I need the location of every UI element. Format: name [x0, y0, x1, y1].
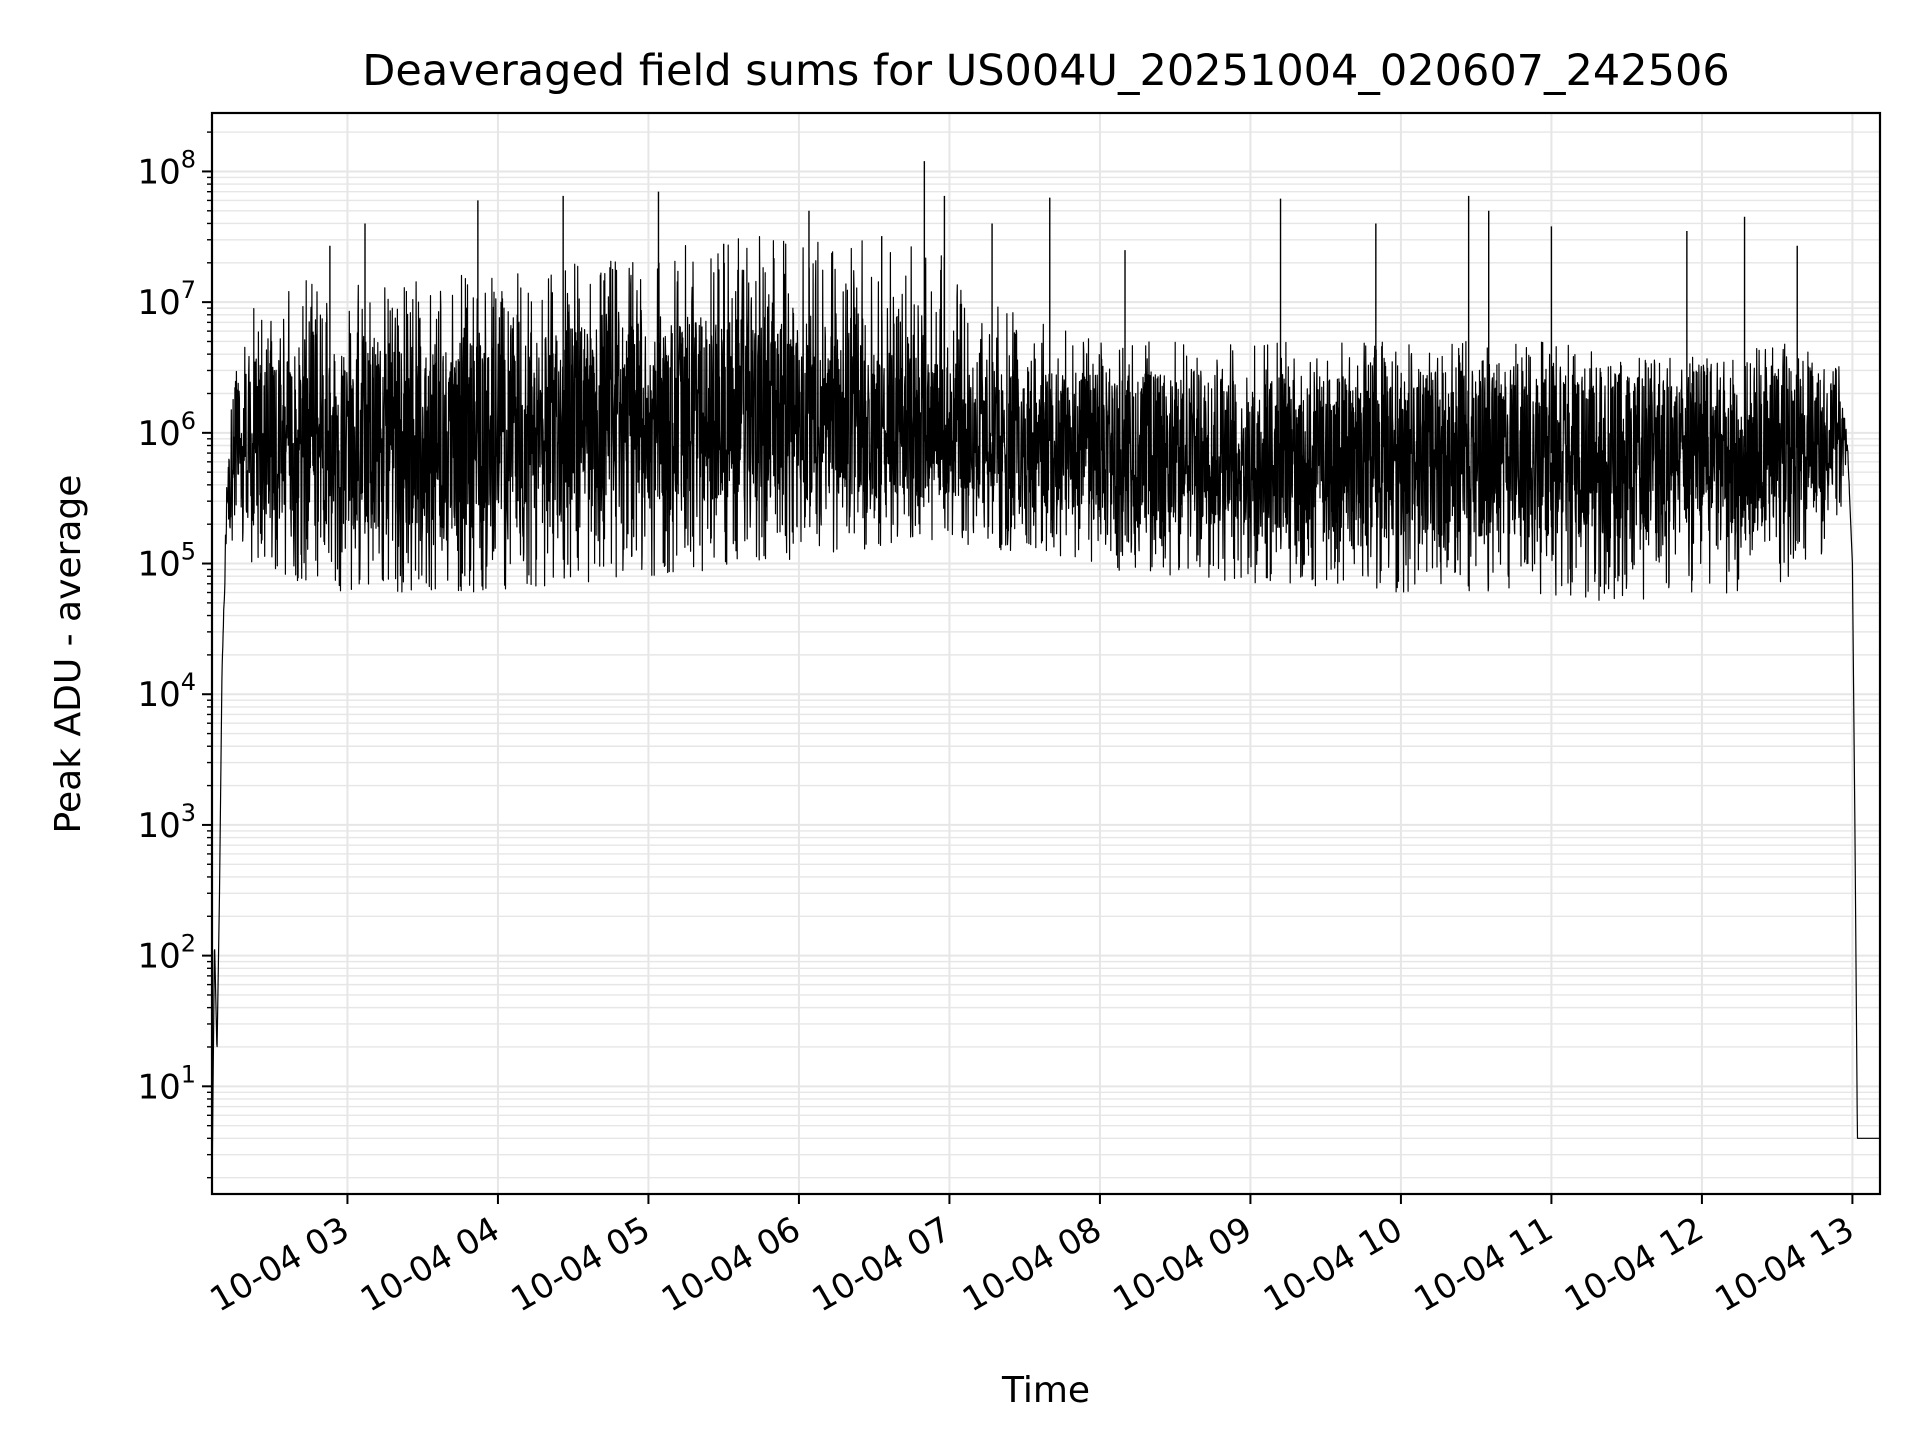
series-lines	[211, 161, 1881, 1195]
plot-frame	[210, 111, 1882, 1196]
y-tick-label: 103	[137, 799, 196, 846]
y-tick-label: 104	[137, 668, 196, 715]
x-axis-label: Time	[1001, 1370, 1090, 1411]
y-tick-label: 105	[137, 538, 196, 585]
y-tick-label: 102	[137, 930, 196, 977]
series-line	[211, 236, 1881, 1195]
grid-lines	[212, 113, 1880, 1194]
y-tick-label: 106	[137, 407, 196, 454]
chart-title: Deaveraged field sums for US004U_2025100…	[362, 46, 1729, 96]
y-axis-label: Peak ADU - average	[48, 475, 89, 834]
y-tick-label: 107	[137, 276, 196, 323]
y-tick-label: 108	[137, 145, 196, 192]
y-axis-ticks: 101 102 103 104 105 106 107 108	[137, 131, 212, 1179]
y-tick-label: 101	[137, 1060, 196, 1107]
